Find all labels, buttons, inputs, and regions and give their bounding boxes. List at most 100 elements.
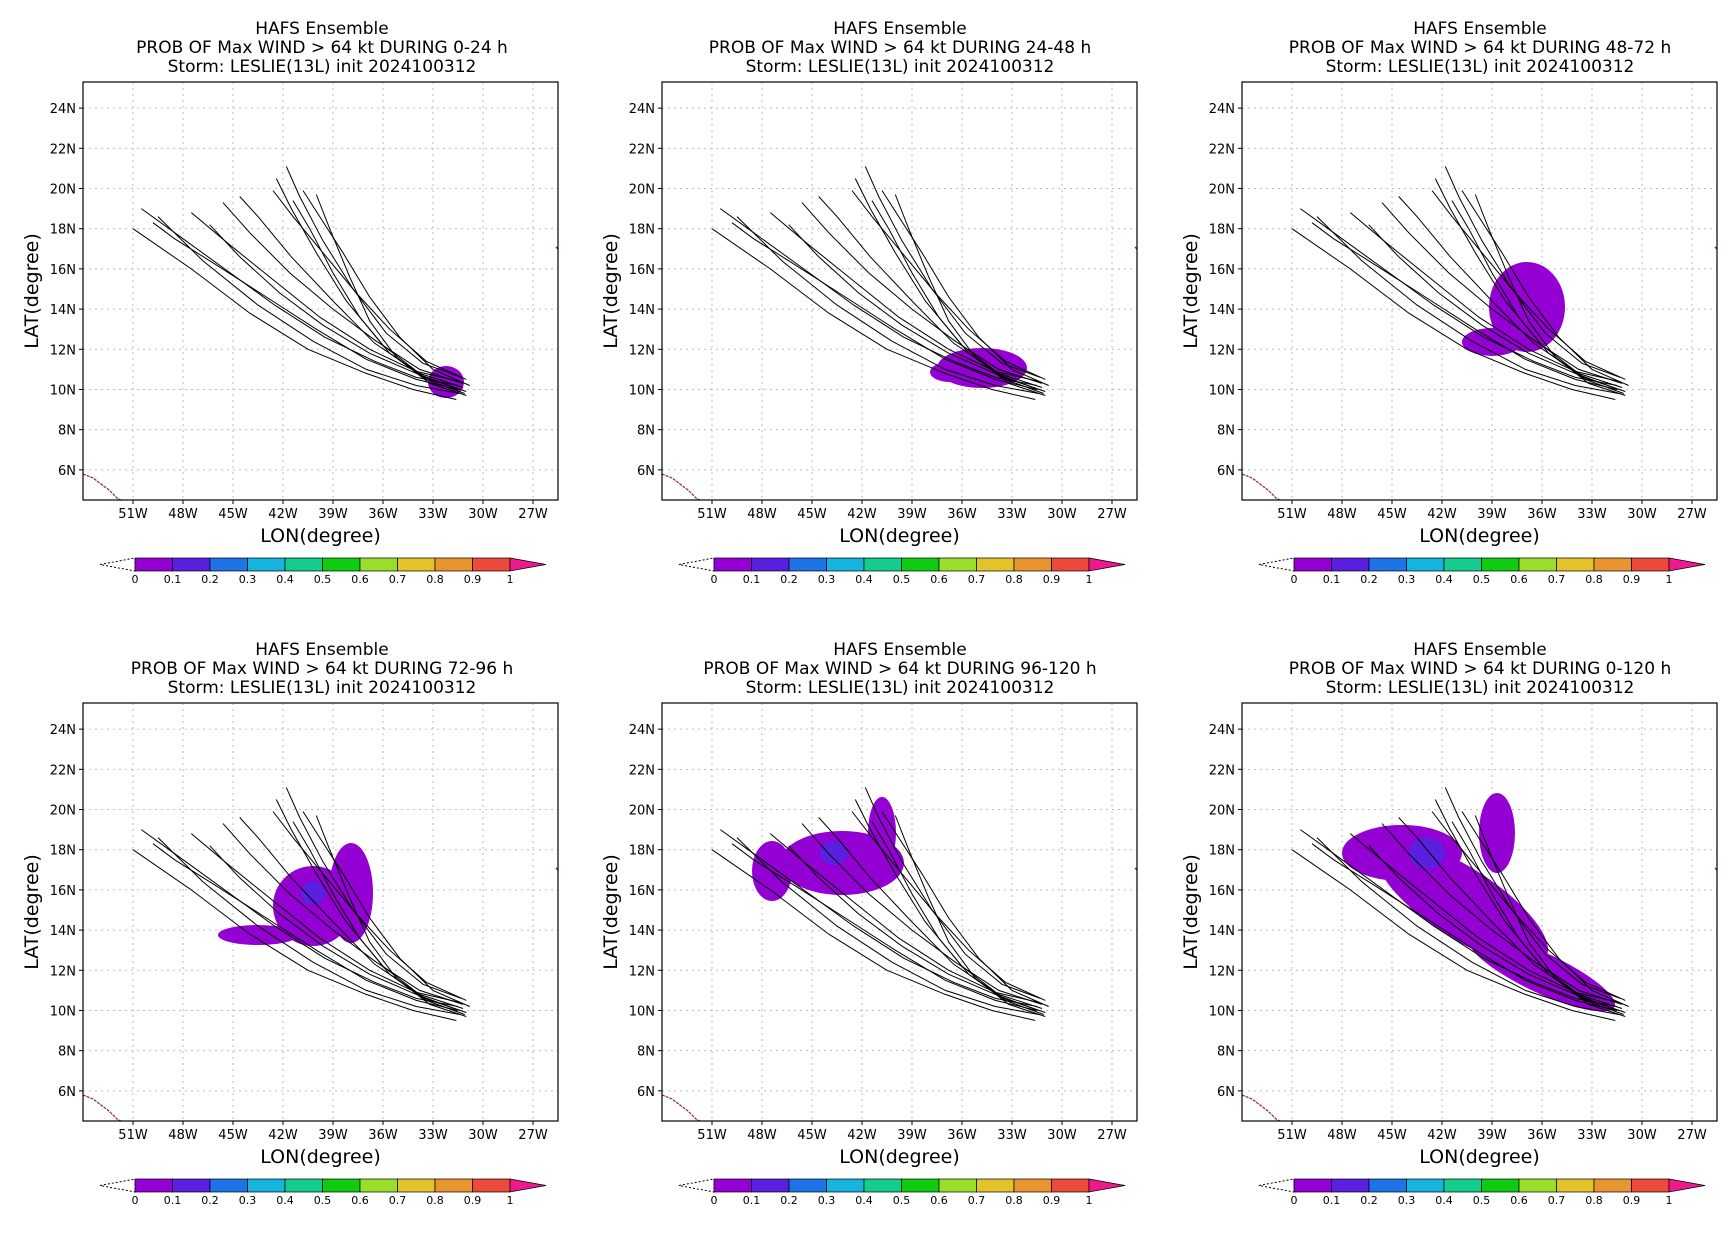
colorbar-label: 0.5	[314, 1194, 332, 1207]
colorbar-segment	[1593, 1178, 1632, 1193]
colorbar-max-triangle	[509, 1178, 547, 1193]
colorbar-segment	[1631, 1178, 1670, 1193]
ensemble-track	[736, 216, 1039, 394]
colorbar-segment	[1051, 1178, 1090, 1193]
y-tick-label: 6N	[637, 464, 655, 479]
colorbar-label: 0.9	[464, 573, 482, 586]
colorbar-label: 0	[1291, 1194, 1298, 1207]
colorbar-segment	[1013, 1178, 1052, 1193]
colorbar-max-triangle	[1088, 557, 1126, 572]
colorbar-label: 0.1	[743, 573, 761, 586]
ensemble-track	[1474, 815, 1626, 1017]
colorbar-segment	[1331, 557, 1370, 572]
colorbar-label: 0.8	[426, 573, 444, 586]
y-tick-label: 14N	[629, 924, 655, 939]
ensemble-track	[711, 849, 1036, 1021]
colorbar-label: 0.5	[893, 1194, 911, 1207]
y-tick-label: 24N	[629, 723, 655, 738]
colorbar-segment	[1518, 557, 1557, 572]
x-tick-label: 36W	[947, 1128, 977, 1143]
ensemble-track	[881, 811, 1049, 1007]
colorbar-segment	[134, 557, 173, 572]
y-tick-label: 20N	[1209, 183, 1235, 198]
colorbar-label: 0.3	[239, 1194, 257, 1207]
colorbar-segment	[359, 557, 398, 572]
y-tick-label: 18N	[629, 223, 655, 238]
colorbar-label: 0.2	[780, 573, 798, 586]
ensemble-track	[315, 194, 467, 396]
colorbar-segment	[1631, 557, 1670, 572]
colorbar-label: 0.7	[1548, 1194, 1566, 1207]
colorbar-label: 0.6	[1510, 1194, 1528, 1207]
ensemble-track	[1368, 845, 1619, 1011]
colorbar-min-triangle	[99, 557, 136, 572]
colorbar-label: 0.1	[164, 1194, 182, 1207]
colorbar-segment	[134, 1178, 173, 1193]
probability-region	[1375, 841, 1549, 965]
colorbar-segment	[901, 1178, 940, 1193]
ensemble-track	[1381, 202, 1623, 384]
colorbar-segment	[1293, 1178, 1332, 1193]
x-tick-label: 39W	[1477, 507, 1507, 522]
colorbar-segment	[322, 1178, 361, 1193]
x-tick-label: 39W	[897, 1128, 927, 1143]
y-tick-label: 14N	[629, 303, 655, 318]
x-tick-label: 39W	[1477, 1128, 1507, 1143]
y-tick-label: 18N	[629, 844, 655, 859]
ensemble-track	[1368, 224, 1619, 390]
x-tick-label: 51W	[118, 1128, 148, 1143]
ensemble-track	[711, 228, 1036, 400]
x-tick-label: 36W	[368, 1128, 398, 1143]
colorbar-label: 0.4	[276, 573, 294, 586]
y-tick-label: 10N	[50, 383, 76, 398]
panel-title-line2: PROB OF Max WIND > 64 kt DURING 48-72 h	[1289, 38, 1671, 58]
x-tick-label: 45W	[797, 1128, 827, 1143]
x-tick-label: 48W	[747, 507, 777, 522]
y-tick-label: 12N	[629, 343, 655, 358]
y-tick-label: 22N	[1209, 142, 1235, 157]
y-tick-label: 10N	[1209, 383, 1235, 398]
x-tick-label: 39W	[318, 1128, 348, 1143]
panel-title-line3: Storm: LESLIE(13L) init 2024100312	[746, 678, 1055, 698]
colorbar-segment	[1481, 1178, 1520, 1193]
colorbar-label: 0.3	[818, 1194, 836, 1207]
x-tick-label: 33W	[997, 507, 1027, 522]
colorbar-label: 0.2	[780, 1194, 798, 1207]
colorbar-label: 0.2	[201, 573, 219, 586]
ensemble-track	[1311, 843, 1618, 1011]
x-tick-label: 27W	[518, 507, 548, 522]
y-axis-label: LAT(degree)	[600, 854, 622, 970]
coastline	[1241, 473, 1281, 501]
ensemble-track	[871, 200, 1044, 394]
colorbar-label: 0.4	[855, 573, 873, 586]
ensemble-track	[209, 224, 460, 390]
ensemble-track	[854, 178, 1046, 392]
y-tick-label: 22N	[50, 763, 76, 778]
x-tick-label: 45W	[1377, 1128, 1407, 1143]
x-tick-label: 33W	[1577, 507, 1607, 522]
panel-title-line3: Storm: LESLIE(13L) init 2024100312	[1326, 57, 1635, 77]
colorbar-segment	[284, 1178, 323, 1193]
x-tick-label: 27W	[1097, 1128, 1127, 1143]
colorbar-label: 0.3	[1398, 573, 1416, 586]
x-tick-label: 36W	[947, 507, 977, 522]
colorbar-segment	[284, 557, 323, 572]
colorbar-segment	[1481, 557, 1520, 572]
y-tick-label: 10N	[629, 383, 655, 398]
colorbar-segment	[826, 1178, 865, 1193]
ensemble-track	[1451, 200, 1624, 394]
colorbar-segment	[1368, 557, 1407, 572]
colorbar-segment	[472, 557, 511, 572]
ensemble-track	[152, 843, 459, 1011]
colorbar-segment	[826, 557, 865, 572]
ensemble-track	[239, 196, 464, 388]
colorbar-max-triangle	[1668, 557, 1706, 572]
colorbar-label: 0.7	[968, 1194, 986, 1207]
plot-frame	[1241, 702, 1718, 1122]
colorbar-label: 0.9	[1043, 1194, 1061, 1207]
colorbar-min-triangle	[99, 1178, 136, 1193]
y-tick-label: 12N	[50, 343, 76, 358]
